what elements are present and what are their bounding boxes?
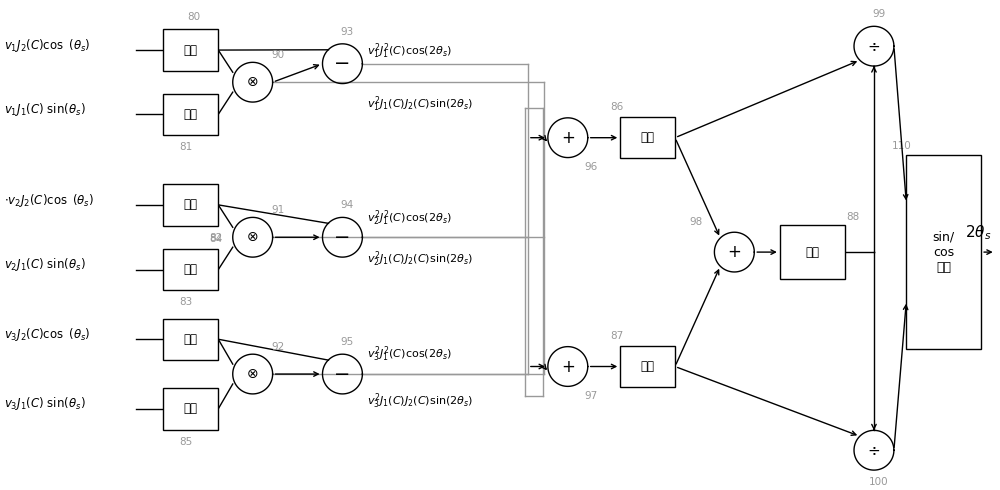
Text: 88: 88 [846,212,859,221]
Text: $v_3J_2(C)\cos\ (\theta_s)$: $v_3J_2(C)\cos\ (\theta_s)$ [4,326,91,343]
Text: $v_1J_1(C)\ \sin(\theta_s)$: $v_1J_1(C)\ \sin(\theta_s)$ [4,101,86,118]
Text: 94: 94 [341,200,354,210]
Text: 84: 84 [209,234,222,244]
Text: $v_2J_1(C)\ \sin(\theta_s)$: $v_2J_1(C)\ \sin(\theta_s)$ [4,256,86,273]
Text: 85: 85 [179,437,192,447]
Text: $v_2^2J_1^2(C)\cos(2\theta_s)$: $v_2^2J_1^2(C)\cos(2\theta_s)$ [367,208,452,227]
FancyBboxPatch shape [163,29,218,71]
Text: 平方: 平方 [641,360,655,373]
Text: +: + [727,243,741,261]
FancyBboxPatch shape [163,249,218,290]
FancyBboxPatch shape [620,117,675,158]
FancyBboxPatch shape [163,184,218,225]
Text: +: + [561,129,575,147]
Text: $v_1^2J_1^2(C)\cos(2\theta_s)$: $v_1^2J_1^2(C)\cos(2\theta_s)$ [367,42,452,61]
Text: 开方: 开方 [805,245,819,259]
Text: ⊗: ⊗ [247,230,259,244]
Text: $\cdot v_2J_2(C)\cos\ (\theta_s)$: $\cdot v_2J_2(C)\cos\ (\theta_s)$ [4,192,95,209]
Text: 87: 87 [611,331,624,341]
Text: 95: 95 [341,337,354,347]
Text: +: + [561,358,575,375]
Text: −: − [334,365,351,384]
Text: 平方: 平方 [184,333,198,346]
Text: $v_1^2J_1(C)J_2(C)\sin(2\theta_s)$: $v_1^2J_1(C)J_2(C)\sin(2\theta_s)$ [367,95,474,114]
Text: $v_3J_1(C)\ \sin(\theta_s)$: $v_3J_1(C)\ \sin(\theta_s)$ [4,395,86,413]
Text: $2\theta_s$: $2\theta_s$ [965,223,992,242]
Text: 平方: 平方 [641,131,655,144]
Text: 平方: 平方 [184,263,198,276]
Text: ÷: ÷ [868,39,880,54]
Text: sin/
cos
解调: sin/ cos 解调 [933,231,955,273]
Text: ⊗: ⊗ [247,75,259,89]
Text: 82: 82 [209,233,222,243]
Text: 92: 92 [271,342,284,352]
Text: 97: 97 [584,391,597,401]
Text: −: − [334,228,351,247]
FancyBboxPatch shape [780,225,845,279]
Text: $v_2^2J_1(C)J_2(C)\sin(2\theta_s)$: $v_2^2J_1(C)J_2(C)\sin(2\theta_s)$ [367,249,474,269]
Text: 平方: 平方 [184,44,198,56]
Text: 平方: 平方 [184,198,198,211]
Text: $v_3^2J_1(C)J_2(C)\sin(2\theta_s)$: $v_3^2J_1(C)J_2(C)\sin(2\theta_s)$ [367,391,474,411]
Text: 100: 100 [869,477,889,487]
FancyBboxPatch shape [906,155,981,349]
Text: −: − [334,54,351,73]
Text: 81: 81 [179,142,192,152]
Text: 平方: 平方 [184,402,198,416]
Text: $v_3^2J_1^2(C)\cos(2\theta_s)$: $v_3^2J_1^2(C)\cos(2\theta_s)$ [367,345,452,365]
FancyBboxPatch shape [163,318,218,360]
Text: 96: 96 [584,162,597,172]
FancyBboxPatch shape [620,346,675,387]
Text: 平方: 平方 [184,108,198,121]
Text: ÷: ÷ [868,443,880,458]
Text: 93: 93 [341,26,354,37]
Text: 86: 86 [611,102,624,112]
Text: 80: 80 [187,12,200,22]
Text: 83: 83 [179,297,192,308]
Text: ⊗: ⊗ [247,367,259,381]
Text: 90: 90 [271,50,284,60]
Text: 98: 98 [690,218,703,227]
Text: 99: 99 [872,9,886,19]
FancyBboxPatch shape [163,388,218,430]
Text: 91: 91 [271,205,284,215]
FancyBboxPatch shape [163,94,218,135]
Text: $v_1J_2(C)\cos\ (\theta_s)$: $v_1J_2(C)\cos\ (\theta_s)$ [4,37,91,54]
Text: 110: 110 [892,141,911,151]
